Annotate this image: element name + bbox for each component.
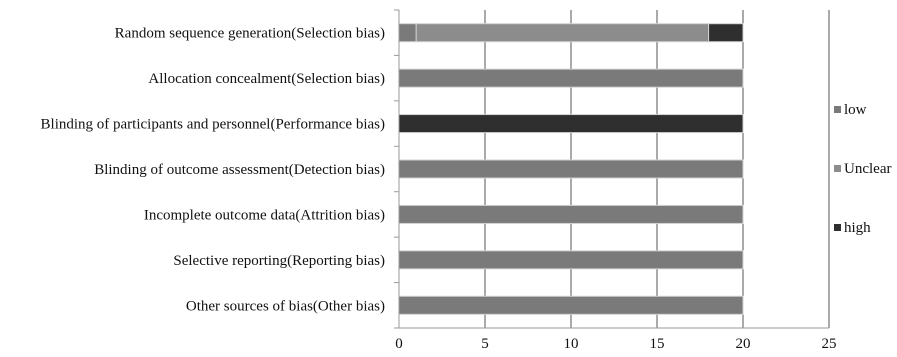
bar-low-1 (398, 68, 744, 88)
legend-label-low: low (844, 102, 867, 118)
bar-low-4 (398, 204, 744, 224)
category-label-6: Other sources of bias(Other bias) (186, 298, 385, 314)
x-tick-label-5: 5 (481, 336, 489, 352)
bar-low-6 (398, 295, 744, 315)
bar-low-5 (398, 250, 744, 270)
category-label-0: Random sequence generation(Selection bia… (115, 26, 385, 42)
x-tick-label-20: 20 (736, 336, 751, 352)
legend-swatch-unclear (834, 165, 841, 172)
axis-layer: 0 5 10 15 20 25 (394, 9, 837, 352)
bar-high-0 (708, 23, 744, 43)
category-labels: Random sequence generation(Selection bia… (41, 26, 385, 315)
category-label-1: Allocation concealment(Selection bias) (148, 71, 385, 87)
legend-swatch-high (834, 224, 841, 231)
x-tick-label-15: 15 (650, 336, 665, 352)
category-label-2: Blinding of participants and personnel(P… (41, 117, 385, 133)
category-label-3: Blinding of outcome assessment(Detection… (94, 162, 385, 178)
category-label-4: Incomplete outcome data(Attrition bias) (144, 207, 385, 223)
x-tick-label-0: 0 (395, 336, 403, 352)
legend-label-unclear: Unclear (844, 161, 891, 177)
x-tick-label-25: 25 (822, 336, 837, 352)
legend-swatch-low (834, 106, 841, 113)
bar-low-0 (398, 23, 417, 43)
bar-unclear-0 (415, 23, 710, 43)
category-label-5: Selective reporting(Reporting bias) (173, 253, 385, 269)
legend-label-high: high (844, 220, 871, 236)
bar-low-3 (398, 159, 744, 179)
legend: low Unclear high (834, 102, 891, 236)
x-tick-label-10: 10 (564, 336, 579, 352)
bar-high-2 (398, 114, 744, 134)
